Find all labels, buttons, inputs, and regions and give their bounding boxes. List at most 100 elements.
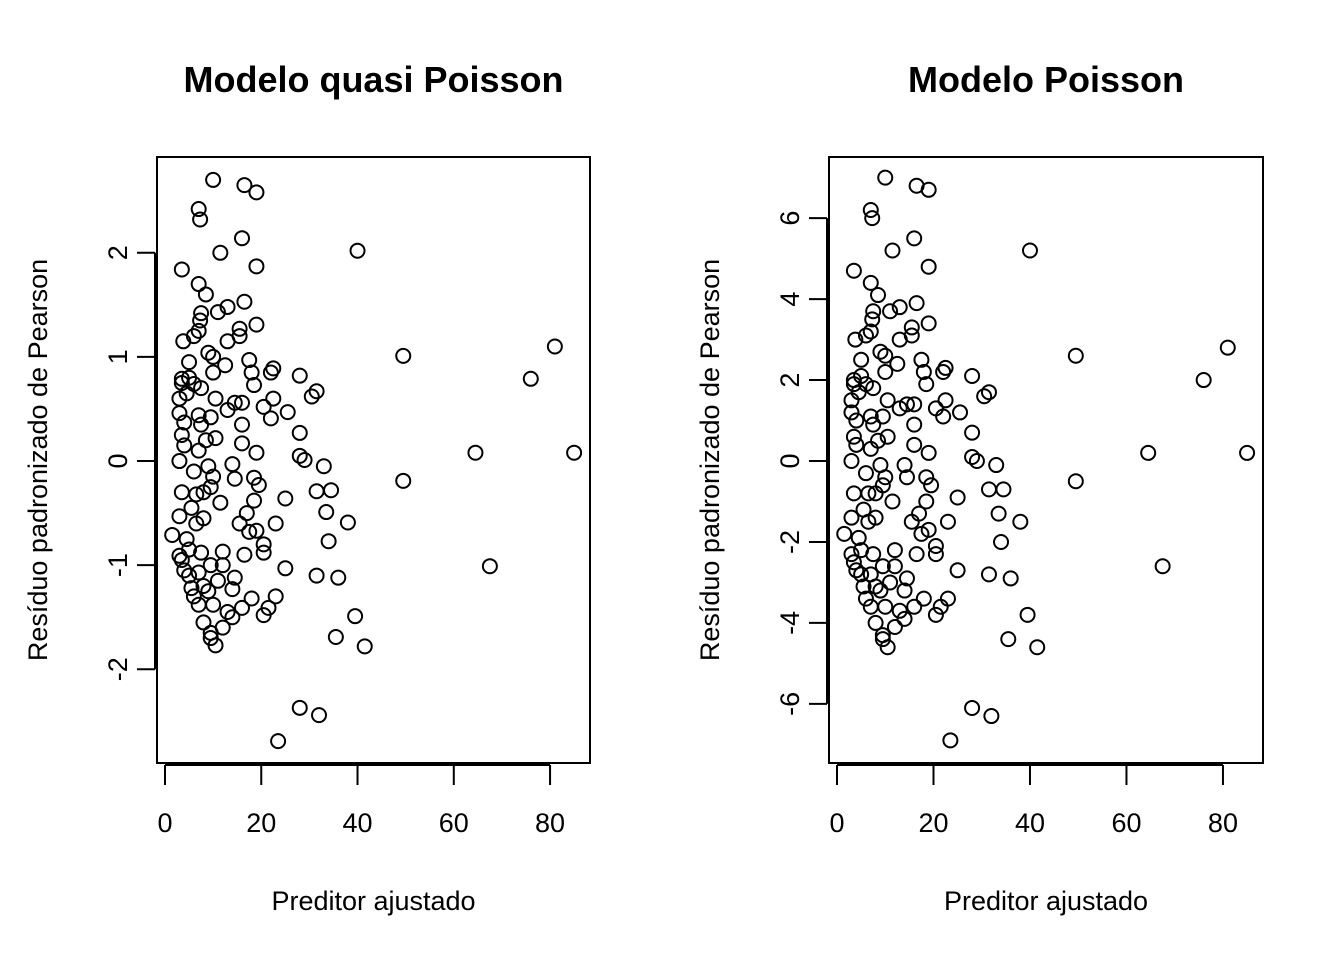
point — [920, 444, 937, 461]
point — [481, 558, 498, 575]
point — [865, 546, 882, 563]
point — [848, 436, 865, 453]
point — [214, 543, 231, 560]
point — [236, 546, 253, 563]
point — [976, 388, 993, 405]
point — [246, 492, 263, 509]
point — [898, 570, 915, 587]
point — [993, 533, 1010, 550]
point — [173, 551, 190, 568]
point — [864, 210, 881, 227]
point — [862, 440, 879, 457]
point — [964, 368, 981, 385]
point — [882, 303, 899, 320]
y-tick-label: -2 — [775, 530, 805, 554]
point — [207, 430, 224, 447]
point — [188, 486, 205, 503]
point — [224, 456, 241, 473]
point — [195, 484, 212, 501]
x-tick-label: 80 — [535, 808, 565, 838]
point — [566, 444, 583, 461]
point — [1002, 570, 1019, 587]
point — [262, 410, 279, 427]
point — [867, 614, 884, 631]
point — [248, 316, 265, 333]
point — [315, 458, 332, 475]
point — [356, 638, 373, 655]
point — [877, 347, 894, 364]
point — [853, 566, 870, 583]
point — [248, 444, 265, 461]
point — [209, 572, 226, 589]
y-tick-label: 0 — [775, 453, 805, 468]
point — [843, 392, 860, 409]
point — [395, 347, 412, 364]
point — [202, 557, 219, 574]
point — [200, 458, 217, 475]
point — [219, 298, 236, 315]
point — [980, 481, 997, 498]
point — [891, 400, 908, 417]
point — [908, 546, 925, 563]
point — [915, 363, 932, 380]
point — [874, 558, 891, 575]
x-tick-label: 0 — [829, 808, 844, 838]
point — [845, 262, 862, 279]
point — [164, 526, 181, 543]
point — [906, 230, 923, 247]
point — [845, 428, 862, 445]
point — [212, 244, 229, 261]
point — [918, 376, 935, 393]
plot-frame — [828, 156, 1264, 764]
point — [185, 328, 202, 345]
point — [243, 590, 260, 607]
point — [250, 476, 267, 493]
point — [896, 582, 913, 599]
point — [192, 312, 209, 329]
point — [843, 453, 860, 470]
point — [236, 293, 253, 310]
point — [903, 513, 920, 530]
point — [918, 493, 935, 510]
point — [190, 276, 207, 293]
point — [255, 544, 272, 561]
point — [231, 320, 248, 337]
point — [860, 513, 877, 530]
point — [173, 427, 190, 444]
point — [234, 435, 251, 452]
point — [964, 699, 981, 716]
point — [995, 481, 1012, 498]
point — [1000, 631, 1017, 648]
point — [219, 604, 236, 621]
point — [857, 590, 874, 607]
point — [939, 513, 956, 530]
point — [879, 639, 896, 656]
point — [200, 344, 217, 361]
point — [968, 453, 985, 470]
point — [320, 533, 337, 550]
point — [853, 351, 870, 368]
point — [234, 599, 251, 616]
point — [308, 483, 325, 500]
point — [906, 436, 923, 453]
point — [1012, 513, 1029, 530]
point — [865, 380, 882, 397]
point — [836, 525, 853, 542]
point — [255, 536, 272, 553]
point — [323, 482, 340, 499]
point — [874, 631, 891, 648]
point — [964, 448, 981, 465]
point — [291, 367, 308, 384]
point — [173, 374, 190, 391]
point — [234, 230, 251, 247]
point — [277, 490, 294, 507]
point — [927, 538, 944, 555]
point — [908, 295, 925, 312]
point — [848, 412, 865, 429]
point — [882, 574, 899, 591]
point — [231, 515, 248, 532]
point — [236, 177, 253, 194]
point — [311, 707, 328, 724]
point — [327, 629, 344, 646]
